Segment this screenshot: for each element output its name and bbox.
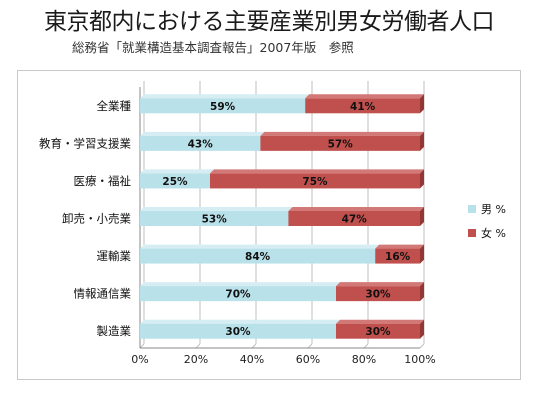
bar-segment-top: [140, 169, 214, 174]
legend-label: 女 %: [481, 226, 506, 240]
x-tick-label: 60%: [296, 353, 320, 366]
bar-segment-side: [420, 244, 424, 264]
chart-source-note: 総務省「就業構造基本調査報告」2007年版 参照: [72, 40, 354, 55]
gridline-floor: [363, 343, 369, 349]
data-label: 25%: [162, 176, 188, 188]
bar-segment: [288, 211, 420, 226]
bar-segment-top: [140, 319, 340, 324]
bar-segment-side: [420, 94, 424, 114]
bar-segment: [375, 248, 420, 264]
category-label: 卸売・小売業: [62, 212, 131, 226]
category-label: 情報通信業: [74, 287, 132, 301]
category-label: 全業種: [97, 99, 132, 113]
data-label: 57%: [328, 138, 354, 150]
category-label: 医療・福祉: [74, 174, 132, 188]
bar-segment-top: [288, 207, 424, 211]
chart-area: 0% 20% 40% 60% 80% 100% 全業種 59% 41% 教育・学習支援業 43% 57…: [17, 70, 521, 380]
bar-segment-top: [305, 94, 424, 99]
category-label: 運輸業: [97, 249, 132, 263]
data-label: 41%: [350, 101, 376, 113]
bar-segment: [140, 98, 306, 114]
gridline-floor: [307, 343, 313, 349]
data-label: 75%: [302, 176, 328, 188]
bar-segment: [140, 323, 336, 339]
gridline-floor: [139, 343, 145, 349]
bar-segment: [140, 248, 376, 264]
legend-swatch: [468, 205, 476, 213]
data-label: 30%: [225, 326, 251, 338]
data-label: 16%: [385, 251, 411, 263]
x-tick-label: 100%: [404, 353, 435, 366]
data-label: 30%: [365, 289, 391, 301]
x-tick-label: 80%: [352, 353, 376, 366]
gridline-floor: [195, 343, 201, 349]
bar-segment-top: [140, 94, 310, 99]
gridline-floor: [419, 343, 425, 349]
bar-segment: [140, 173, 210, 189]
bar-segment: [260, 135, 420, 151]
bar-segment: [140, 211, 289, 226]
data-label: 84%: [245, 251, 271, 263]
bar-segment: [140, 135, 261, 151]
bar-segment-top: [140, 282, 340, 287]
bar-segment-top: [375, 244, 424, 249]
bar-segment-top: [140, 131, 265, 136]
legend-label: 男 %: [481, 203, 506, 216]
legend-swatch: [468, 229, 476, 237]
bar-segment-side: [420, 131, 424, 151]
data-label: 53%: [202, 214, 228, 226]
bar-segment: [210, 173, 420, 189]
bar-segment-top: [336, 282, 424, 287]
bar-segment-top: [336, 319, 424, 324]
bar-segment-top: [140, 207, 293, 211]
bar-segment-side: [420, 319, 424, 339]
x-tick-label: 20%: [184, 353, 208, 366]
data-label: 30%: [365, 326, 391, 338]
page-title: 東京都内における主要産業別男女労働者人口: [44, 9, 495, 35]
category-label: 製造業: [97, 324, 132, 338]
bar-segment: [336, 286, 420, 302]
data-label: 43%: [188, 138, 214, 150]
bar-segment-side: [420, 282, 424, 302]
bar-segment-top: [140, 244, 380, 249]
data-label: 47%: [342, 214, 368, 226]
bar-segment-side: [420, 207, 424, 226]
data-label: 70%: [225, 289, 251, 301]
stacked-bar-chart: 0% 20% 40% 60% 80% 100% 全業種 59% 41% 教育・学習支援業 43% 57…: [39, 81, 506, 366]
data-label: 59%: [210, 101, 236, 113]
x-tick-label: 0%: [131, 353, 148, 366]
category-label: 教育・学習支援業: [39, 136, 131, 150]
x-tick-label: 40%: [240, 353, 264, 366]
bar-segment-side: [420, 169, 424, 189]
bar-segment-top: [210, 169, 424, 174]
bar-segment: [140, 286, 336, 302]
bar-segment: [336, 323, 420, 339]
bar-segment-top: [260, 131, 424, 136]
bar-segment: [305, 98, 420, 114]
gridline-floor: [251, 343, 257, 349]
